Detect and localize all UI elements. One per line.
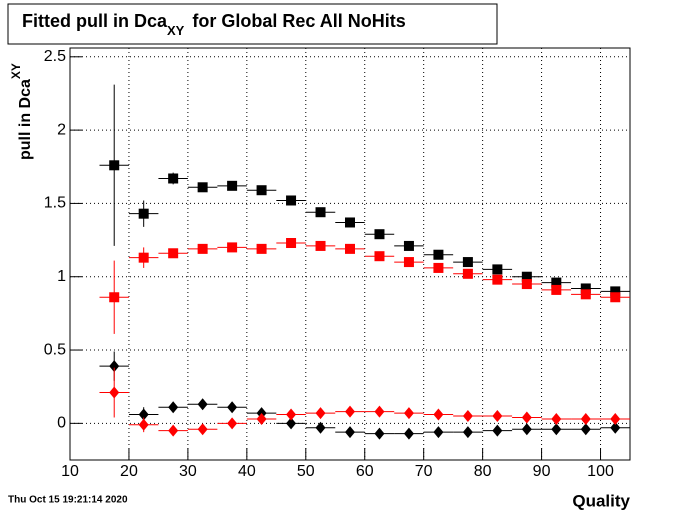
- marker-square: [610, 292, 621, 303]
- chart-title: Fitted pull in DcaXY for Global Rec All N…: [22, 11, 406, 39]
- marker-square: [227, 180, 238, 191]
- y-tick-label: 2: [57, 121, 66, 138]
- marker-square: [374, 229, 385, 240]
- marker-diamond: [109, 360, 120, 373]
- marker-square: [433, 262, 444, 273]
- marker-diamond: [492, 424, 503, 437]
- x-tick-label: 10: [61, 463, 79, 480]
- marker-square: [521, 279, 532, 290]
- marker-square: [345, 217, 355, 228]
- marker-diamond: [345, 426, 355, 439]
- marker-square: [551, 277, 562, 288]
- marker-diamond: [286, 417, 297, 430]
- marker-square: [551, 284, 562, 295]
- marker-diamond: [580, 423, 591, 436]
- y-label-subscript: XY: [9, 63, 23, 79]
- marker-square: [492, 274, 503, 285]
- marker-square: [286, 195, 297, 206]
- marker-diamond: [345, 405, 355, 418]
- marker-diamond: [138, 408, 149, 421]
- marker-square: [168, 173, 179, 184]
- marker-diamond: [551, 423, 562, 436]
- marker-square: [462, 268, 473, 279]
- marker-diamond: [256, 412, 267, 425]
- marker-diamond: [374, 405, 385, 418]
- marker-square: [227, 242, 238, 253]
- y-axis-label: pull in DcaXY: [9, 63, 34, 160]
- x-tick-label: 80: [474, 463, 492, 480]
- y-tick-label: 2.5: [44, 48, 66, 65]
- x-tick-label: 90: [533, 463, 551, 480]
- marker-diamond: [374, 427, 385, 440]
- marker-square: [345, 243, 355, 254]
- timestamp: Thu Oct 15 19:21:14 2020: [8, 495, 128, 506]
- marker-square: [610, 286, 621, 297]
- marker-square: [286, 238, 297, 249]
- marker-square: [256, 243, 267, 254]
- marker-diamond: [551, 412, 562, 425]
- marker-diamond: [433, 408, 444, 421]
- marker-diamond: [433, 426, 444, 439]
- marker-square: [109, 160, 120, 171]
- marker-square: [315, 240, 326, 251]
- x-tick-label: 60: [356, 463, 374, 480]
- marker-diamond: [227, 401, 238, 414]
- marker-diamond: [168, 424, 179, 437]
- marker-diamond: [580, 412, 591, 425]
- marker-diamond: [521, 423, 532, 436]
- marker-square: [138, 208, 149, 219]
- title-main: Fitted pull in Dca: [22, 11, 168, 31]
- marker-square: [403, 257, 414, 268]
- y-tick-label: 0: [57, 415, 66, 432]
- title-box: [7, 3, 498, 45]
- marker-square: [521, 271, 532, 282]
- x-tick-label: 30: [179, 463, 197, 480]
- marker-square: [462, 257, 473, 268]
- x-tick-label: 40: [238, 463, 256, 480]
- marker-diamond: [227, 417, 238, 430]
- marker-square: [109, 292, 120, 303]
- marker-diamond: [315, 421, 326, 434]
- marker-square: [492, 264, 503, 275]
- marker-diamond: [610, 421, 621, 434]
- y-label-main: pull in Dca: [17, 79, 34, 160]
- y-tick-label: 1: [57, 268, 66, 285]
- marker-square: [315, 207, 326, 218]
- title-subscript: XY: [167, 23, 185, 38]
- marker-diamond: [462, 426, 473, 439]
- marker-diamond: [286, 408, 297, 421]
- marker-square: [433, 249, 444, 260]
- x-tick-label: 70: [415, 463, 433, 480]
- marker-square: [580, 289, 591, 300]
- marker-diamond: [138, 418, 149, 431]
- marker-square: [256, 185, 267, 196]
- marker-square: [403, 240, 414, 251]
- marker-diamond: [610, 412, 621, 425]
- marker-diamond: [521, 411, 532, 424]
- marker-square: [168, 248, 179, 259]
- marker-diamond: [403, 407, 414, 420]
- marker-square: [197, 182, 208, 193]
- marker-diamond: [462, 410, 473, 423]
- x-tick-label: 20: [120, 463, 138, 480]
- x-tick-label: 100: [587, 463, 614, 480]
- x-axis-label: Quality: [572, 491, 630, 510]
- marker-diamond: [315, 407, 326, 420]
- marker-square: [197, 243, 208, 254]
- marker-diamond: [197, 423, 208, 436]
- marker-diamond: [403, 427, 414, 440]
- y-tick-label: 0.5: [44, 341, 66, 358]
- marker-diamond: [197, 398, 208, 411]
- y-tick-label: 1.5: [44, 195, 66, 212]
- marker-diamond: [168, 401, 179, 414]
- marker-square: [374, 251, 385, 262]
- title-rest: for Global Rec All NoHits: [192, 11, 405, 31]
- marker-square: [138, 252, 149, 263]
- marker-diamond: [109, 386, 120, 399]
- x-tick-label: 50: [297, 463, 315, 480]
- plot-frame: [69, 47, 631, 461]
- marker-diamond: [492, 410, 503, 423]
- marker-square: [580, 283, 591, 294]
